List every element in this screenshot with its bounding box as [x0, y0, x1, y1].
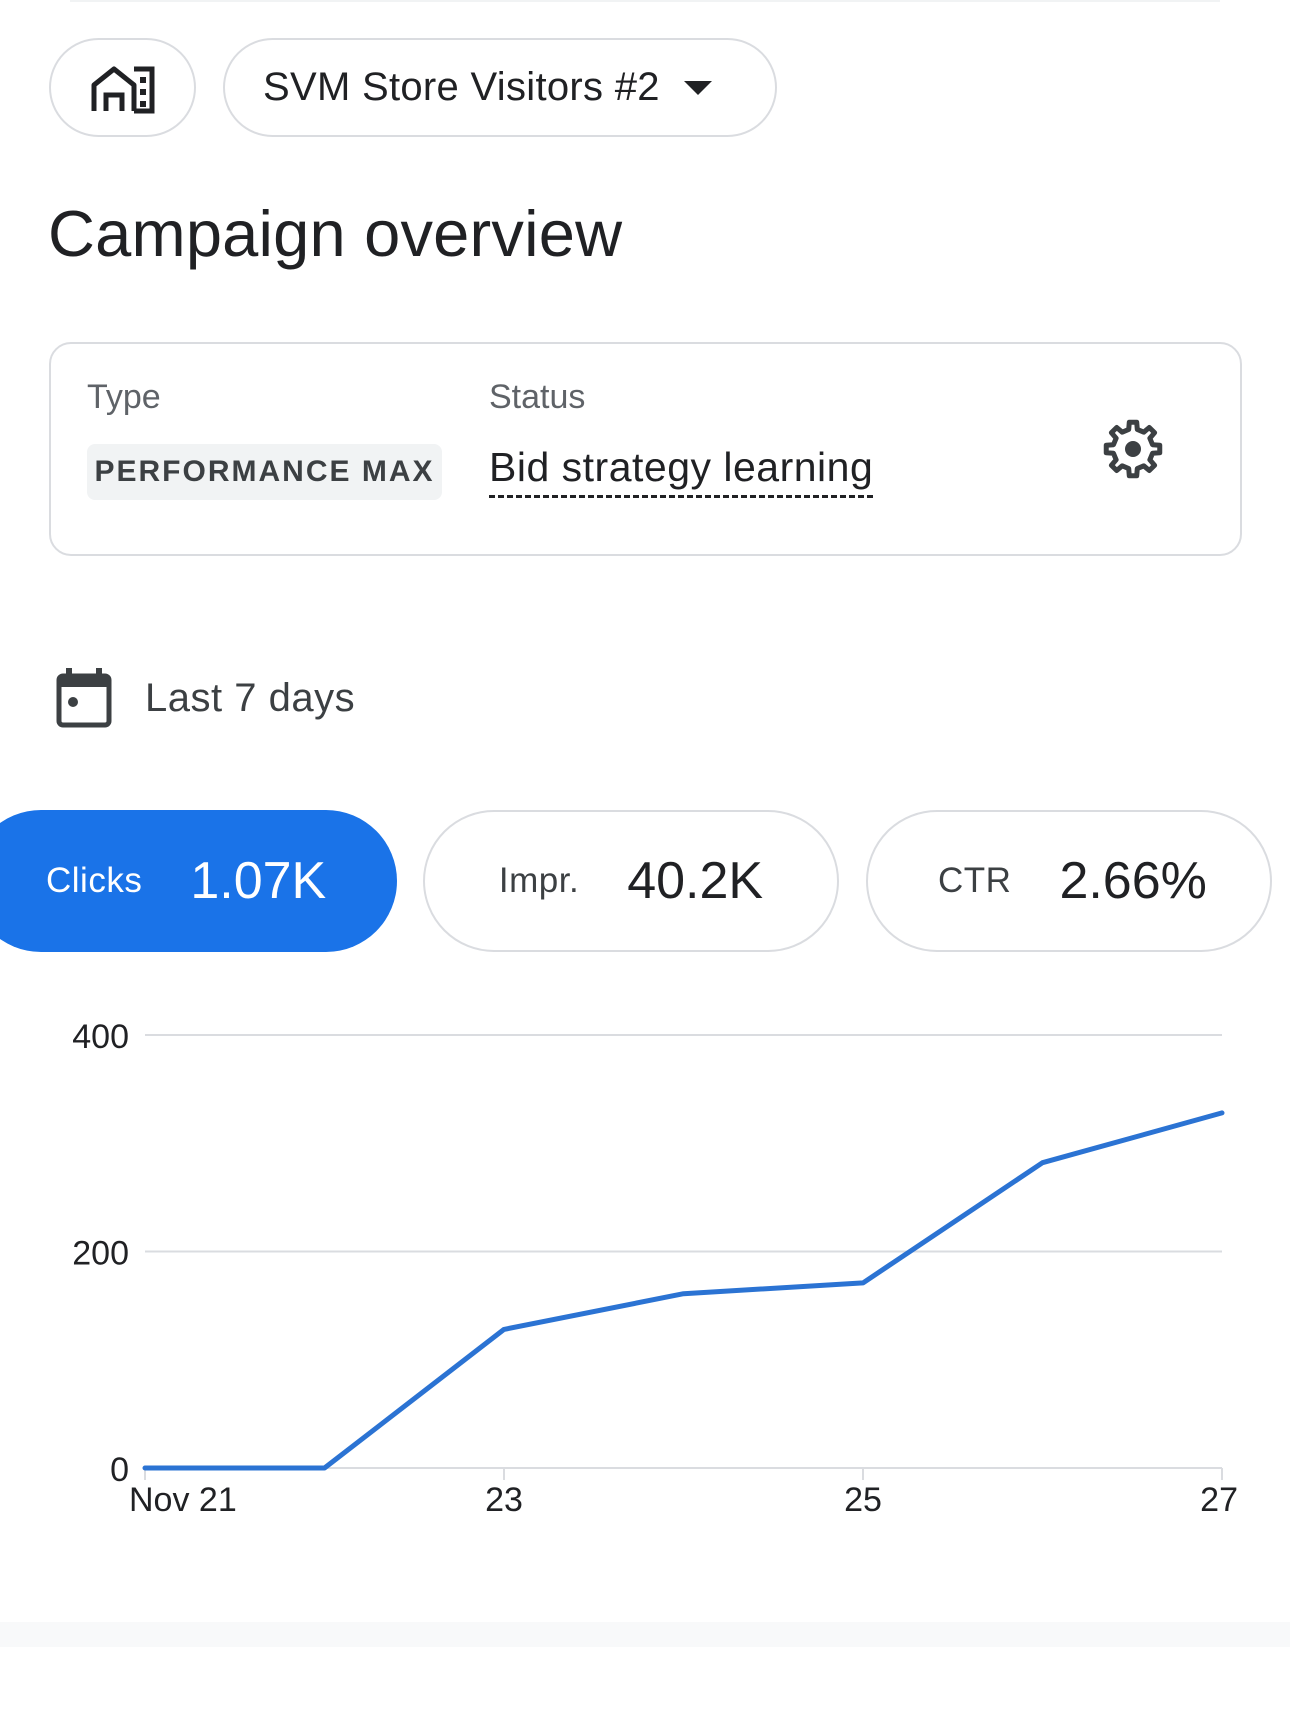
- account-home-button[interactable]: [49, 38, 196, 137]
- metric-chip-clicks[interactable]: Clicks 1.07K: [0, 810, 397, 952]
- settings-button[interactable]: [1098, 414, 1168, 484]
- x-tick-label: Nov 21: [129, 1481, 237, 1519]
- y-tick-label: 200: [72, 1235, 129, 1273]
- status-label: Status: [489, 378, 586, 416]
- clicks-series-line: [142, 1110, 1225, 1471]
- y-tick-label: 0: [110, 1451, 129, 1489]
- metric-label: Impr.: [498, 861, 580, 900]
- campaign-name: SVM Store Visitors #2: [263, 65, 660, 109]
- metric-label: Clicks: [46, 861, 143, 900]
- status-value-link[interactable]: Bid strategy learning: [489, 444, 874, 498]
- gear-icon: [1103, 419, 1163, 479]
- x-tick-label: 27: [1200, 1481, 1238, 1519]
- page-title: Campaign overview: [48, 197, 623, 270]
- store-building-icon: [91, 66, 154, 113]
- metric-value: 1.07K: [190, 852, 327, 910]
- type-label: Type: [87, 378, 161, 416]
- metric-value: 2.66%: [1059, 852, 1207, 910]
- metric-label: CTR: [938, 861, 1012, 900]
- caret-down-icon: [683, 80, 712, 95]
- metric-chip-impressions[interactable]: Impr. 40.2K: [423, 810, 839, 952]
- calendar-icon[interactable]: [56, 668, 112, 728]
- bottom-divider: [0, 1622, 1290, 1647]
- campaign-info-card: Type PERFORMANCE MAX Status Bid strategy…: [49, 342, 1242, 556]
- x-tick-label: 25: [844, 1481, 882, 1519]
- metric-value: 40.2K: [627, 852, 764, 910]
- top-divider: [70, 0, 1220, 2]
- y-tick-label: 400: [72, 1018, 129, 1056]
- campaign-type-badge: PERFORMANCE MAX: [87, 444, 442, 500]
- date-range-label[interactable]: Last 7 days: [145, 676, 356, 720]
- metric-chip-ctr[interactable]: CTR 2.66%: [866, 810, 1272, 952]
- campaign-selector[interactable]: SVM Store Visitors #2: [223, 38, 777, 137]
- x-tick-label: 23: [485, 1481, 523, 1519]
